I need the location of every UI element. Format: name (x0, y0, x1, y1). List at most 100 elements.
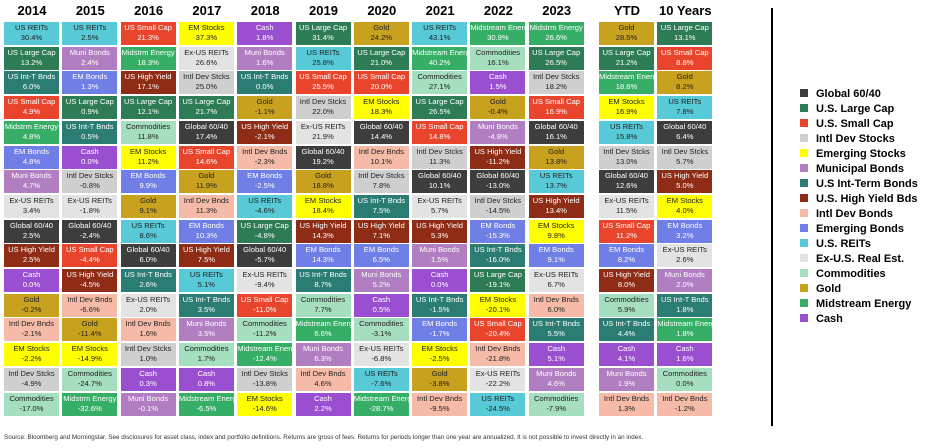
asset-label: Cash (80, 146, 99, 156)
asset-label: Muni Bonds (302, 344, 344, 354)
return-value: 14.8% (428, 131, 451, 141)
legend-entry: U.S. REITs (800, 238, 871, 251)
return-cell: Ex-US REITs -9.4% (237, 269, 293, 292)
asset-label: EM Bonds (538, 245, 574, 255)
return-value: 21.9% (312, 131, 334, 141)
return-value: 1.8% (676, 329, 694, 339)
asset-label: Global 60/40 (663, 121, 707, 131)
return-cell: EM Stocks -2.5% (412, 343, 468, 367)
return-cell: US Small Cap -11.0% (237, 293, 293, 317)
return-value: -6.8% (371, 354, 392, 364)
legend-entry: U.S Int-Term Bonds (800, 178, 918, 191)
return-value: 18.8% (312, 181, 334, 191)
asset-label: US REITs (131, 220, 165, 230)
return-cell: Intl Dev Stcks 13.0% (599, 145, 654, 169)
return-value: 11.3% (429, 156, 451, 166)
return-value: 19.2% (312, 156, 334, 166)
return-value: -0.8% (79, 181, 100, 191)
return-cell: Gold 24.2% (353, 22, 409, 45)
asset-label: Intl Dev Stcks (183, 72, 230, 82)
return-value: -20.4% (485, 329, 510, 339)
asset-label: Gold (256, 97, 273, 107)
return-cell: Gold -0.2% (4, 293, 59, 317)
column-header: 10 Years (659, 3, 712, 18)
asset-label: EM Bonds (130, 171, 166, 181)
return-cell: EM Stocks 11.2% (120, 145, 176, 169)
return-cell: Intl Dev Bnds -6.6% (62, 293, 118, 317)
asset-label: Cash (617, 344, 636, 354)
return-value: 6.3% (314, 354, 332, 364)
asset-label: Midstrm Energy (4, 121, 59, 131)
legend-entry: Intl Dev Stocks (800, 133, 895, 146)
return-value: -32.6% (77, 403, 102, 413)
return-value: 7.5% (197, 255, 216, 265)
return-cell: US REITs -4.6% (237, 194, 293, 218)
return-value: 6.4% (676, 131, 694, 141)
legend-label: U.S Int-Term Bonds (816, 178, 918, 190)
return-value: 21.2% (615, 57, 638, 67)
return-cell: Gold 18.8% (295, 170, 351, 194)
asset-label: Intl Dev Bnds (183, 195, 229, 205)
return-cell: Intl Dev Bnds -2.3% (237, 145, 293, 169)
asset-label: Intl Dev Stcks (532, 72, 580, 82)
return-value: -6.5% (196, 403, 217, 413)
asset-label: EM Bonds (363, 245, 399, 255)
return-cell: Cash 4.1% (599, 343, 654, 367)
asset-label: Muni Bonds (477, 121, 518, 131)
return-cell: US Large Cap 31.4% (295, 22, 351, 45)
return-cell: Intl Dev Bnds 4.6% (295, 367, 351, 391)
return-value: 28.5% (615, 33, 638, 42)
return-cell: Intl Dev Bnds 11.3% (178, 194, 234, 218)
return-cell: US High Yield 5.0% (657, 170, 713, 194)
return-cell: US Small Cap 14.6% (178, 145, 234, 169)
asset-label: EM Stocks (13, 344, 50, 354)
return-cell: Cash 2.2% (295, 392, 351, 416)
return-value: 18.6% (615, 82, 638, 92)
return-cell: US Small Cap 20.0% (353, 71, 409, 95)
return-value: 40.2% (428, 57, 451, 67)
return-value: -14.6% (252, 403, 277, 413)
asset-label: US REITs (189, 270, 223, 279)
asset-label: EM Bonds (13, 146, 50, 156)
return-value: 16.9% (615, 107, 638, 117)
asset-label: Intl Dev Bnds (300, 368, 346, 378)
return-cell: EM Bonds 8.2% (599, 244, 654, 268)
return-cell: US Large Cap 21.2% (599, 46, 654, 70)
return-value: 15.8% (615, 131, 638, 141)
asset-label: Intl Dev Bnds (67, 294, 113, 304)
asset-label: Commodities (417, 72, 462, 82)
legend-swatch (800, 254, 808, 262)
return-value: 4.6% (314, 378, 332, 388)
return-value: 9.1% (139, 205, 157, 215)
return-cell: US REITs -24.5% (470, 392, 526, 416)
asset-label: Cash (675, 344, 694, 354)
asset-label: US Large Cap (240, 220, 289, 230)
asset-label: Cash (372, 294, 391, 304)
asset-label: EM Bonds (608, 245, 645, 255)
return-value: 21.3% (137, 33, 159, 42)
legend-swatch (800, 314, 808, 322)
return-cell: US Int-T Bnds 0.0% (237, 71, 293, 95)
asset-label: US REITs (539, 171, 573, 181)
asset-label: Global 60/40 (604, 171, 649, 181)
asset-label: Gold (676, 72, 693, 82)
return-cell: US Large Cap 12.1% (120, 96, 176, 120)
asset-label: US Large Cap (532, 47, 581, 57)
return-cell: EM Stocks 18.3% (353, 96, 409, 120)
asset-label: Commodities (67, 368, 112, 378)
asset-label: Ex-US REITs (67, 195, 112, 205)
asset-label: Gold (373, 23, 390, 32)
return-value: 5.9% (617, 304, 636, 314)
return-cell: US Large Cap 13.1% (657, 22, 713, 45)
asset-label: US Int-T Bnds (240, 72, 289, 82)
asset-label: Gold (140, 195, 157, 205)
asset-label: US Int-T Bnds (661, 294, 709, 304)
return-value: 2.5% (81, 33, 99, 42)
return-value: 6.0% (139, 255, 157, 265)
return-value: 1.6% (676, 354, 694, 364)
return-cell: US REITs 5.1% (178, 269, 234, 292)
return-cell: EM Bonds 6.5% (353, 244, 409, 268)
return-cell: US High Yield 13.4% (528, 194, 584, 218)
return-value: 10.1% (428, 181, 451, 191)
asset-label: US Small Cap (474, 319, 522, 329)
